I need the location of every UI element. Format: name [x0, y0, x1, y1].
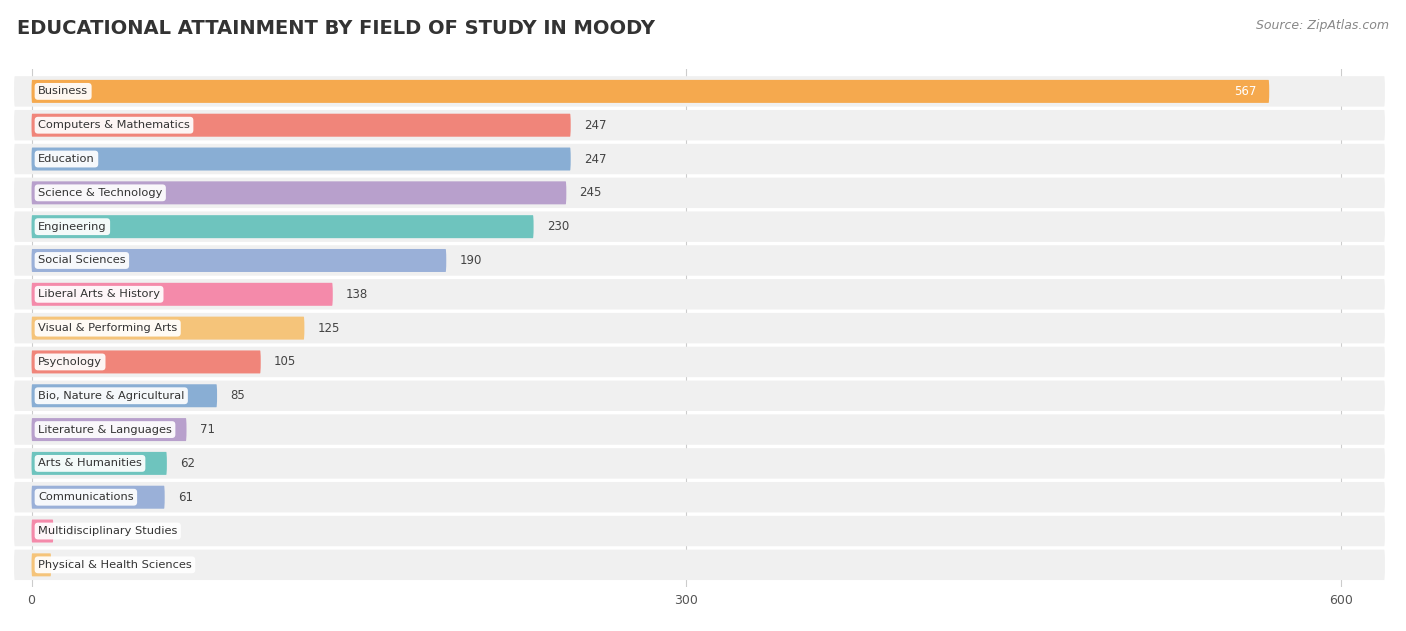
Text: Liberal Arts & History: Liberal Arts & History [38, 289, 160, 299]
Text: Multidisciplinary Studies: Multidisciplinary Studies [38, 526, 177, 536]
Text: Computers & Mathematics: Computers & Mathematics [38, 121, 190, 130]
Text: Science & Technology: Science & Technology [38, 188, 163, 198]
FancyBboxPatch shape [14, 144, 1385, 174]
Text: Psychology: Psychology [38, 357, 103, 367]
Text: 105: 105 [274, 355, 297, 369]
FancyBboxPatch shape [14, 211, 1385, 242]
Text: 62: 62 [180, 457, 195, 470]
Text: 567: 567 [1233, 85, 1256, 98]
Text: Education: Education [38, 154, 94, 164]
FancyBboxPatch shape [31, 215, 534, 238]
FancyBboxPatch shape [31, 114, 571, 137]
Text: Social Sciences: Social Sciences [38, 256, 125, 266]
Text: 125: 125 [318, 322, 340, 334]
FancyBboxPatch shape [31, 249, 446, 272]
FancyBboxPatch shape [31, 553, 51, 576]
Text: Business: Business [38, 86, 89, 97]
Text: 71: 71 [200, 423, 215, 436]
Text: 245: 245 [579, 186, 602, 199]
FancyBboxPatch shape [14, 346, 1385, 377]
FancyBboxPatch shape [14, 76, 1385, 107]
Text: EDUCATIONAL ATTAINMENT BY FIELD OF STUDY IN MOODY: EDUCATIONAL ATTAINMENT BY FIELD OF STUDY… [17, 19, 655, 38]
FancyBboxPatch shape [31, 486, 165, 509]
FancyBboxPatch shape [14, 279, 1385, 310]
FancyBboxPatch shape [31, 418, 187, 441]
FancyBboxPatch shape [14, 178, 1385, 208]
Text: Visual & Performing Arts: Visual & Performing Arts [38, 323, 177, 333]
FancyBboxPatch shape [31, 350, 260, 374]
FancyBboxPatch shape [31, 283, 333, 306]
FancyBboxPatch shape [31, 317, 304, 339]
FancyBboxPatch shape [14, 110, 1385, 141]
FancyBboxPatch shape [31, 452, 167, 475]
FancyBboxPatch shape [31, 519, 53, 543]
Text: Source: ZipAtlas.com: Source: ZipAtlas.com [1256, 19, 1389, 32]
Text: 10: 10 [66, 524, 82, 538]
Text: 247: 247 [583, 153, 606, 165]
FancyBboxPatch shape [31, 384, 217, 407]
FancyBboxPatch shape [14, 516, 1385, 546]
FancyBboxPatch shape [14, 245, 1385, 276]
FancyBboxPatch shape [31, 148, 571, 170]
Text: 247: 247 [583, 119, 606, 132]
FancyBboxPatch shape [14, 550, 1385, 580]
FancyBboxPatch shape [14, 448, 1385, 478]
FancyBboxPatch shape [14, 415, 1385, 445]
Text: 9: 9 [65, 558, 72, 571]
FancyBboxPatch shape [31, 181, 567, 204]
Text: Bio, Nature & Agricultural: Bio, Nature & Agricultural [38, 391, 184, 401]
Text: Communications: Communications [38, 492, 134, 502]
Text: 85: 85 [231, 389, 245, 402]
Text: 230: 230 [547, 220, 569, 233]
Text: Arts & Humanities: Arts & Humanities [38, 458, 142, 468]
FancyBboxPatch shape [14, 482, 1385, 512]
Text: 61: 61 [177, 491, 193, 504]
FancyBboxPatch shape [14, 313, 1385, 343]
Text: Engineering: Engineering [38, 221, 107, 232]
Text: Physical & Health Sciences: Physical & Health Sciences [38, 560, 191, 570]
Text: 138: 138 [346, 288, 368, 301]
Text: Literature & Languages: Literature & Languages [38, 425, 172, 435]
FancyBboxPatch shape [14, 380, 1385, 411]
Text: 190: 190 [460, 254, 482, 267]
FancyBboxPatch shape [31, 80, 1270, 103]
